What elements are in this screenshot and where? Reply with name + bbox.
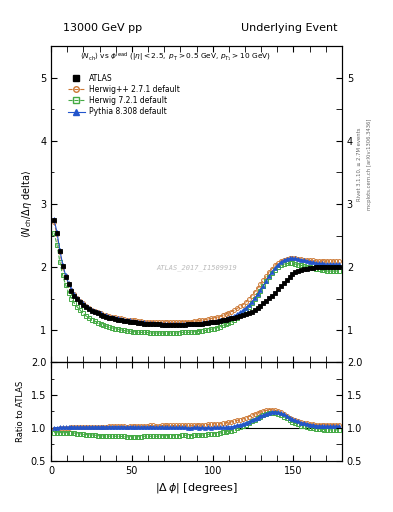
Text: mcplots.cern.ch [arXiv:1306.3436]: mcplots.cern.ch [arXiv:1306.3436] <box>367 118 372 209</box>
Text: $\langle N_\mathrm{ch}\rangle$ vs $\phi^\mathrm{lead}$ ($|\eta|<2.5,\ p_\mathrm{: $\langle N_\mathrm{ch}\rangle$ vs $\phi^… <box>80 51 271 64</box>
Y-axis label: $\langle N_\mathrm{ch}/ \Delta\eta\ \mathrm{delta}\rangle$: $\langle N_\mathrm{ch}/ \Delta\eta\ \mat… <box>20 170 35 238</box>
Legend: ATLAS, Herwig++ 2.7.1 default, Herwig 7.2.1 default, Pythia 8.308 default: ATLAS, Herwig++ 2.7.1 default, Herwig 7.… <box>66 72 181 118</box>
Text: ATLAS_2017_I1509919: ATLAS_2017_I1509919 <box>156 264 237 270</box>
Text: Rivet 3.1.10, ≥ 2.7M events: Rivet 3.1.10, ≥ 2.7M events <box>357 127 362 201</box>
Text: Underlying Event: Underlying Event <box>241 23 338 33</box>
Text: 13000 GeV pp: 13000 GeV pp <box>63 23 142 33</box>
Y-axis label: Ratio to ATLAS: Ratio to ATLAS <box>16 381 25 442</box>
X-axis label: $|\Delta\,\phi|$ [degrees]: $|\Delta\,\phi|$ [degrees] <box>155 481 238 495</box>
